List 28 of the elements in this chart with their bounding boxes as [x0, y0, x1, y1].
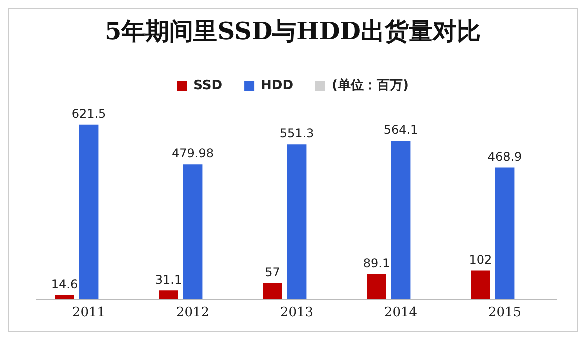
- data-label: 468.9: [488, 150, 522, 164]
- bar: [183, 164, 203, 300]
- x-tick-label: 2012: [176, 306, 210, 321]
- bar: [287, 144, 307, 300]
- bar: [391, 140, 411, 300]
- data-label: 621.5: [72, 106, 106, 121]
- legend-label: HDD: [261, 78, 294, 94]
- x-tick-label: 2015: [488, 306, 522, 321]
- x-tick-label: 2011: [72, 306, 106, 321]
- data-label: 102: [469, 252, 492, 267]
- chart-title: 5年期间里SSD与HDD出货量对比: [105, 16, 481, 46]
- legend-label: SSD: [194, 78, 223, 94]
- bar: [263, 283, 282, 300]
- data-label: 31.1: [155, 272, 182, 287]
- bar: [79, 124, 99, 300]
- x-tick-label: 2014: [384, 306, 418, 321]
- data-label: 479.98: [172, 146, 214, 161]
- data-label: 89.1: [363, 256, 390, 270]
- data-label: 14.6: [51, 277, 78, 292]
- legend-label: (单位：百万): [332, 78, 409, 94]
- bar: [367, 274, 386, 300]
- bar: [159, 290, 178, 300]
- data-label: 564.1: [384, 123, 418, 138]
- bar: [495, 168, 515, 300]
- x-tick-label: 2013: [280, 306, 314, 321]
- data-label: 551.3: [280, 126, 314, 141]
- bar: [471, 270, 490, 300]
- data-label: 57: [265, 266, 280, 280]
